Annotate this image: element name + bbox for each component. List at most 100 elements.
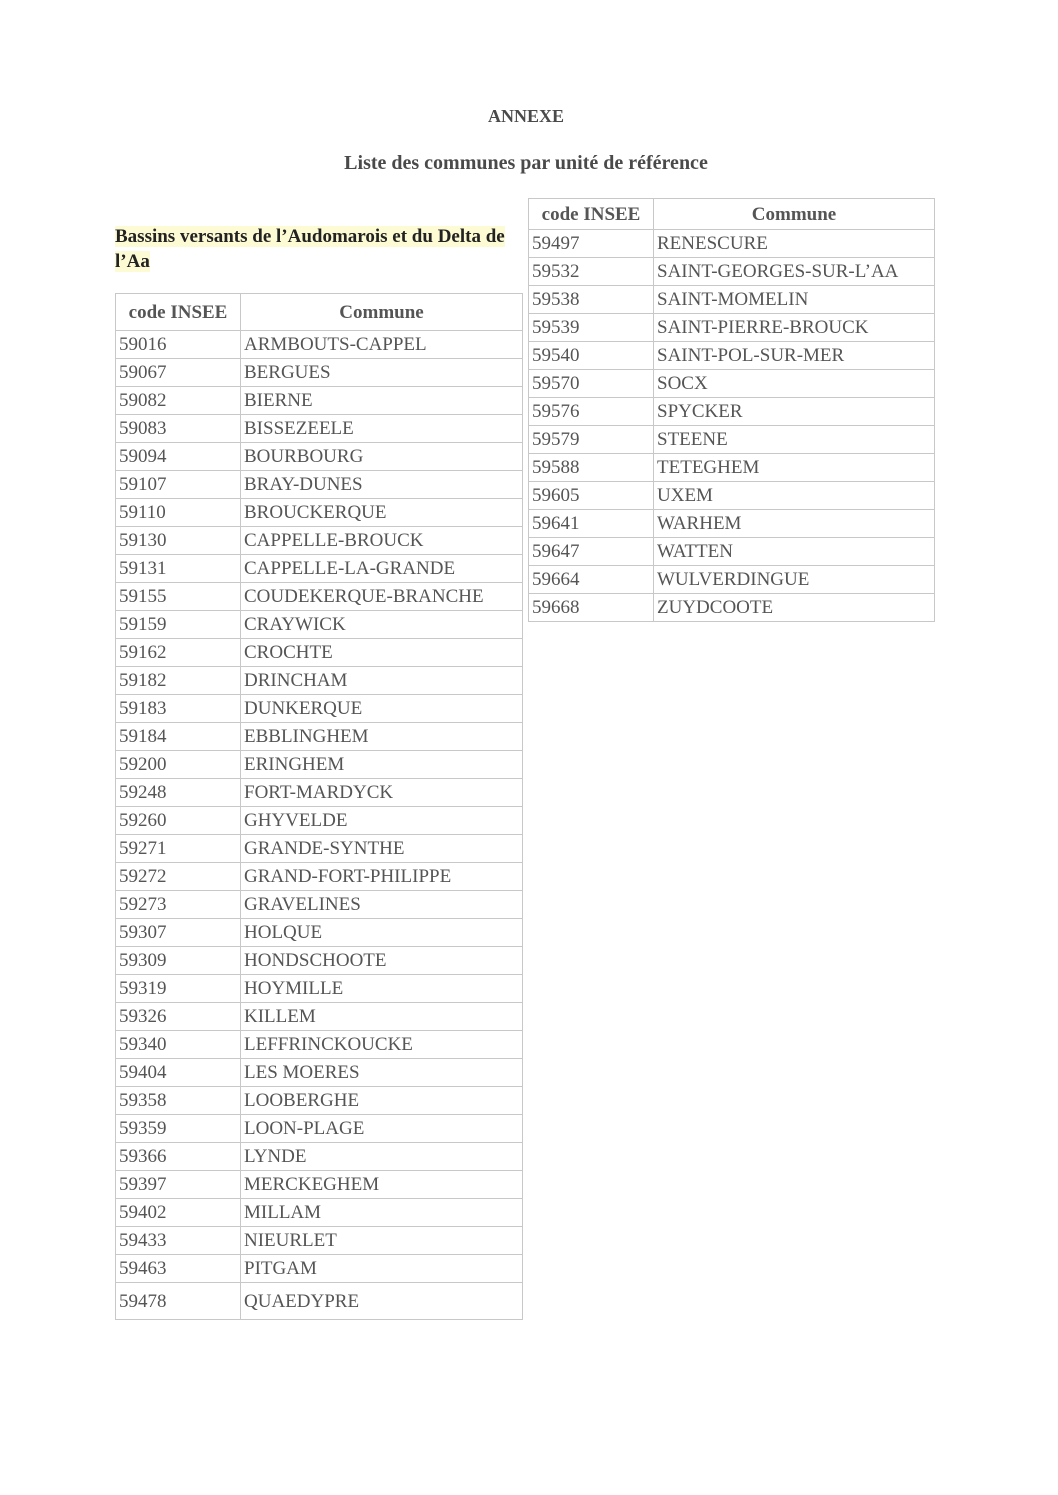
code-cell: 59183 (115, 694, 241, 723)
commune-cell: ARMBOUTS-CAPPEL (240, 330, 523, 359)
table-row: 59082 BIERNE (115, 386, 523, 415)
table-row: 59159 CRAYWICK (115, 610, 523, 639)
code-cell: 59539 (528, 313, 654, 342)
code-cell: 59402 (115, 1198, 241, 1227)
code-cell: 59107 (115, 470, 241, 499)
code-cell: 59067 (115, 358, 241, 387)
code-cell: 59016 (115, 330, 241, 359)
table-row: 59366 LYNDE (115, 1142, 523, 1171)
commune-cell: WULVERDINGUE (653, 565, 935, 594)
code-cell: 59588 (528, 453, 654, 482)
table-row: 59272 GRAND-FORT-PHILIPPE (115, 862, 523, 891)
commune-cell: SPYCKER (653, 397, 935, 426)
section-heading-text: Bassins versants de l’Audomarois et du D… (115, 226, 505, 272)
table-row: 59539 SAINT-PIERRE-BROUCK (528, 313, 935, 342)
code-cell: 59478 (115, 1282, 241, 1320)
table-row: 59402 MILLAM (115, 1198, 523, 1227)
table-row: 59579 STEENE (528, 425, 935, 454)
code-cell: 59110 (115, 498, 241, 527)
code-cell: 59083 (115, 414, 241, 443)
commune-cell: SOCX (653, 369, 935, 398)
commune-cell: GRAVELINES (240, 890, 523, 919)
code-cell: 59668 (528, 593, 654, 622)
commune-cell: COUDEKERQUE-BRANCHE (240, 582, 523, 611)
code-cell: 59497 (528, 229, 654, 258)
commune-cell: BERGUES (240, 358, 523, 387)
table-row: 59067 BERGUES (115, 358, 523, 387)
table-row: 59463 PITGAM (115, 1254, 523, 1283)
code-cell: 59182 (115, 666, 241, 695)
table-row: 59183 DUNKERQUE (115, 694, 523, 723)
commune-cell: NIEURLET (240, 1226, 523, 1255)
code-cell: 59359 (115, 1114, 241, 1143)
commune-cell: BRAY-DUNES (240, 470, 523, 499)
code-cell: 59433 (115, 1226, 241, 1255)
commune-cell: RENESCURE (653, 229, 935, 258)
commune-cell: WATTEN (653, 537, 935, 566)
communes-table-right: code INSEE Commune 59497 RENESCURE 59532 SA… (528, 198, 935, 622)
table-row: 59200 ERINGHEM (115, 750, 523, 779)
code-cell: 59532 (528, 257, 654, 286)
commune-cell: CRAYWICK (240, 610, 523, 639)
commune-cell: HONDSCHOOTE (240, 946, 523, 975)
commune-cell: LEFFRINCKOUCKE (240, 1030, 523, 1059)
code-cell: 59463 (115, 1254, 241, 1283)
column-header-code: code INSEE (528, 198, 654, 230)
commune-cell: KILLEM (240, 1002, 523, 1031)
code-cell: 59248 (115, 778, 241, 807)
code-cell: 59309 (115, 946, 241, 975)
table-row: 59155 COUDEKERQUE-BRANCHE (115, 582, 523, 611)
code-cell: 59130 (115, 526, 241, 555)
table-row: 59664 WULVERDINGUE (528, 565, 935, 594)
table-row: 59668 ZUYDCOOTE (528, 593, 935, 622)
commune-cell: LOON-PLAGE (240, 1114, 523, 1143)
commune-cell: GRAND-FORT-PHILIPPE (240, 862, 523, 891)
commune-cell: DUNKERQUE (240, 694, 523, 723)
commune-cell: HOLQUE (240, 918, 523, 947)
table-row: 59647 WATTEN (528, 537, 935, 566)
table-row: 59182 DRINCHAM (115, 666, 523, 695)
code-cell: 59260 (115, 806, 241, 835)
table-row: 59605 UXEM (528, 481, 935, 510)
table-row: 59570 SOCX (528, 369, 935, 398)
table-row: 59271 GRANDE-SYNTHE (115, 834, 523, 863)
commune-cell: LES MOERES (240, 1058, 523, 1087)
commune-cell: MERCKEGHEM (240, 1170, 523, 1199)
code-cell: 59641 (528, 509, 654, 538)
code-cell: 59272 (115, 862, 241, 891)
code-cell: 59397 (115, 1170, 241, 1199)
commune-cell: BOURBOURG (240, 442, 523, 471)
code-cell: 59570 (528, 369, 654, 398)
table-row: 59540 SAINT-POL-SUR-MER (528, 341, 935, 370)
commune-cell: SAINT-MOMELIN (653, 285, 935, 314)
page-subtitle: Liste des communes par unité de référenc… (344, 152, 708, 174)
commune-cell: EBBLINGHEM (240, 722, 523, 751)
commune-cell: GRANDE-SYNTHE (240, 834, 523, 863)
commune-cell: DRINCHAM (240, 666, 523, 695)
code-cell: 59319 (115, 974, 241, 1003)
code-cell: 59340 (115, 1030, 241, 1059)
table-row: 59340 LEFFRINCKOUCKE (115, 1030, 523, 1059)
table-row: 59162 CROCHTE (115, 638, 523, 667)
commune-cell: BIERNE (240, 386, 523, 415)
table-row: 59016 ARMBOUTS-CAPPEL (115, 330, 523, 359)
table-row: 59184 EBBLINGHEM (115, 722, 523, 751)
code-cell: 59538 (528, 285, 654, 314)
code-cell: 59647 (528, 537, 654, 566)
commune-cell: ERINGHEM (240, 750, 523, 779)
code-cell: 59404 (115, 1058, 241, 1087)
code-cell: 59307 (115, 918, 241, 947)
table-row: 59397 MERCKEGHEM (115, 1170, 523, 1199)
column-header-commune: Commune (240, 293, 523, 331)
table-row: 59273 GRAVELINES (115, 890, 523, 919)
code-cell: 59540 (528, 341, 654, 370)
commune-cell: UXEM (653, 481, 935, 510)
commune-cell: STEENE (653, 425, 935, 454)
section-heading: Bassins versants de l’Audomarois et du D… (115, 224, 515, 274)
commune-cell: FORT-MARDYCK (240, 778, 523, 807)
column-header-commune: Commune (653, 198, 935, 230)
table-row: 59358 LOOBERGHE (115, 1086, 523, 1115)
code-cell: 59366 (115, 1142, 241, 1171)
commune-cell: GHYVELDE (240, 806, 523, 835)
